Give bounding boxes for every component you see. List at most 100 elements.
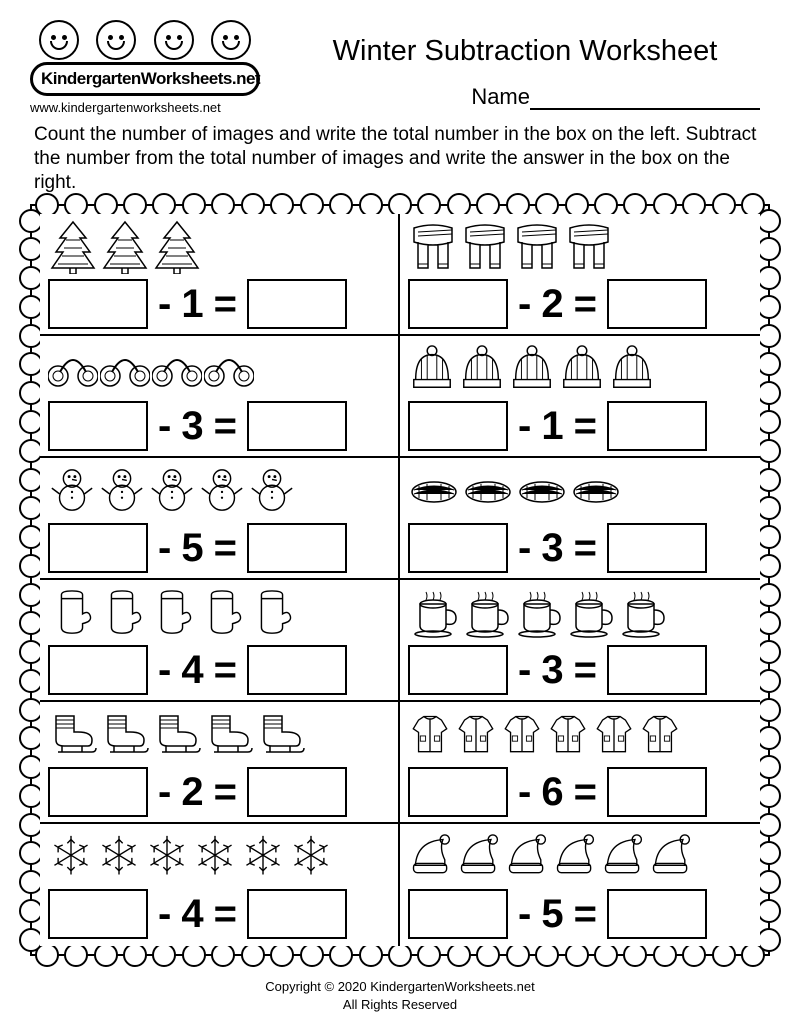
snowflake-icon: [192, 830, 238, 884]
cocoa-icon-row: [408, 584, 752, 640]
equals-sign: =: [214, 648, 237, 693]
problem-cell: -4=: [40, 824, 400, 946]
equals-sign: =: [214, 282, 237, 327]
problem-cell: -5=: [40, 458, 400, 580]
sled-icon: [462, 464, 514, 518]
snowflake-icon: [288, 830, 334, 884]
snowflake-icon: [144, 830, 190, 884]
equals-sign: =: [574, 526, 597, 571]
snowman-icon: [198, 464, 246, 518]
name-label: Name: [471, 84, 530, 109]
subtrahend: 5: [181, 526, 203, 571]
total-box[interactable]: [48, 767, 148, 817]
earmuff-icon: [204, 342, 254, 396]
total-box[interactable]: [408, 767, 508, 817]
scarf-icon: [408, 220, 458, 274]
answer-box[interactable]: [607, 645, 707, 695]
scarf-icon: [512, 220, 562, 274]
answer-box[interactable]: [607, 889, 707, 939]
equals-sign: =: [214, 892, 237, 937]
santahat-icon: [648, 830, 694, 884]
tree-icon: [152, 220, 202, 274]
mitten-icon: [248, 586, 296, 640]
total-box[interactable]: [408, 279, 508, 329]
problem-cell: -3=: [40, 336, 400, 458]
total-box[interactable]: [408, 645, 508, 695]
problem-grid: -1=-2=-3=-1=-5=-3=-4=-3=-2=-6=-4=-5=: [40, 214, 760, 946]
problem-cell: -2=: [400, 214, 760, 336]
snowflake-icon: [240, 830, 286, 884]
skate-icon: [256, 708, 306, 762]
problem-cell: -3=: [400, 580, 760, 702]
rights: All Rights Reserved: [30, 996, 770, 1014]
answer-box[interactable]: [247, 889, 347, 939]
name-field[interactable]: Name: [280, 84, 770, 110]
answer-box[interactable]: [247, 401, 347, 451]
beanie-icon: [558, 342, 606, 396]
total-box[interactable]: [48, 645, 148, 695]
worksheet-frame: -1=-2=-3=-1=-5=-3=-4=-3=-2=-6=-4=-5=: [30, 204, 770, 956]
equals-sign: =: [574, 404, 597, 449]
problem-cell: -1=: [400, 336, 760, 458]
equals-sign: =: [574, 770, 597, 815]
beanie-icon: [408, 342, 456, 396]
answer-box[interactable]: [247, 767, 347, 817]
sled-icon: [516, 464, 568, 518]
snowman-icon: [48, 464, 96, 518]
equals-sign: =: [574, 648, 597, 693]
subtrahend: 3: [541, 648, 563, 693]
minus-sign: -: [518, 770, 531, 815]
subtrahend: 4: [181, 648, 203, 693]
total-box[interactable]: [48, 523, 148, 573]
subtrahend: 6: [541, 770, 563, 815]
footer: Copyright © 2020 KindergartenWorksheets.…: [30, 978, 770, 1014]
santahat-icon: [600, 830, 646, 884]
snowflake-icon-row: [48, 828, 390, 884]
beanie-icon-row: [408, 340, 752, 396]
subtrahend: 2: [541, 282, 563, 327]
minus-sign: -: [158, 648, 171, 693]
minus-sign: -: [518, 892, 531, 937]
jacket-icon-row: [408, 706, 752, 762]
answer-box[interactable]: [247, 279, 347, 329]
snowflake-icon: [96, 830, 142, 884]
answer-box[interactable]: [247, 523, 347, 573]
total-box[interactable]: [408, 523, 508, 573]
minus-sign: -: [518, 648, 531, 693]
tree-icon-row: [48, 218, 390, 274]
problem-cell: -5=: [400, 824, 760, 946]
jacket-icon: [408, 708, 452, 762]
jacket-icon: [454, 708, 498, 762]
equation: -4=: [48, 642, 390, 698]
mitten-icon: [198, 586, 246, 640]
total-box[interactable]: [408, 401, 508, 451]
equation: -2=: [408, 276, 752, 332]
total-box[interactable]: [408, 889, 508, 939]
total-box[interactable]: [48, 889, 148, 939]
subtrahend: 2: [181, 770, 203, 815]
sled-icon-row: [408, 462, 752, 518]
answer-box[interactable]: [607, 767, 707, 817]
cocoa-icon: [564, 586, 614, 640]
equation: -4=: [48, 886, 390, 942]
page-title: Winter Subtraction Worksheet: [280, 35, 770, 68]
problem-cell: -3=: [400, 458, 760, 580]
total-box[interactable]: [48, 279, 148, 329]
skate-icon: [152, 708, 202, 762]
answer-box[interactable]: [607, 523, 707, 573]
mitten-icon: [148, 586, 196, 640]
subtrahend: 4: [181, 892, 203, 937]
minus-sign: -: [518, 282, 531, 327]
skate-icon: [48, 708, 98, 762]
answer-box[interactable]: [607, 279, 707, 329]
equation: -1=: [48, 276, 390, 332]
subtrahend: 5: [541, 892, 563, 937]
minus-sign: -: [158, 892, 171, 937]
cocoa-icon: [616, 586, 666, 640]
total-box[interactable]: [48, 401, 148, 451]
answer-box[interactable]: [247, 645, 347, 695]
beanie-icon: [608, 342, 656, 396]
answer-box[interactable]: [607, 401, 707, 451]
earmuff-icon: [100, 342, 150, 396]
cocoa-icon: [460, 586, 510, 640]
